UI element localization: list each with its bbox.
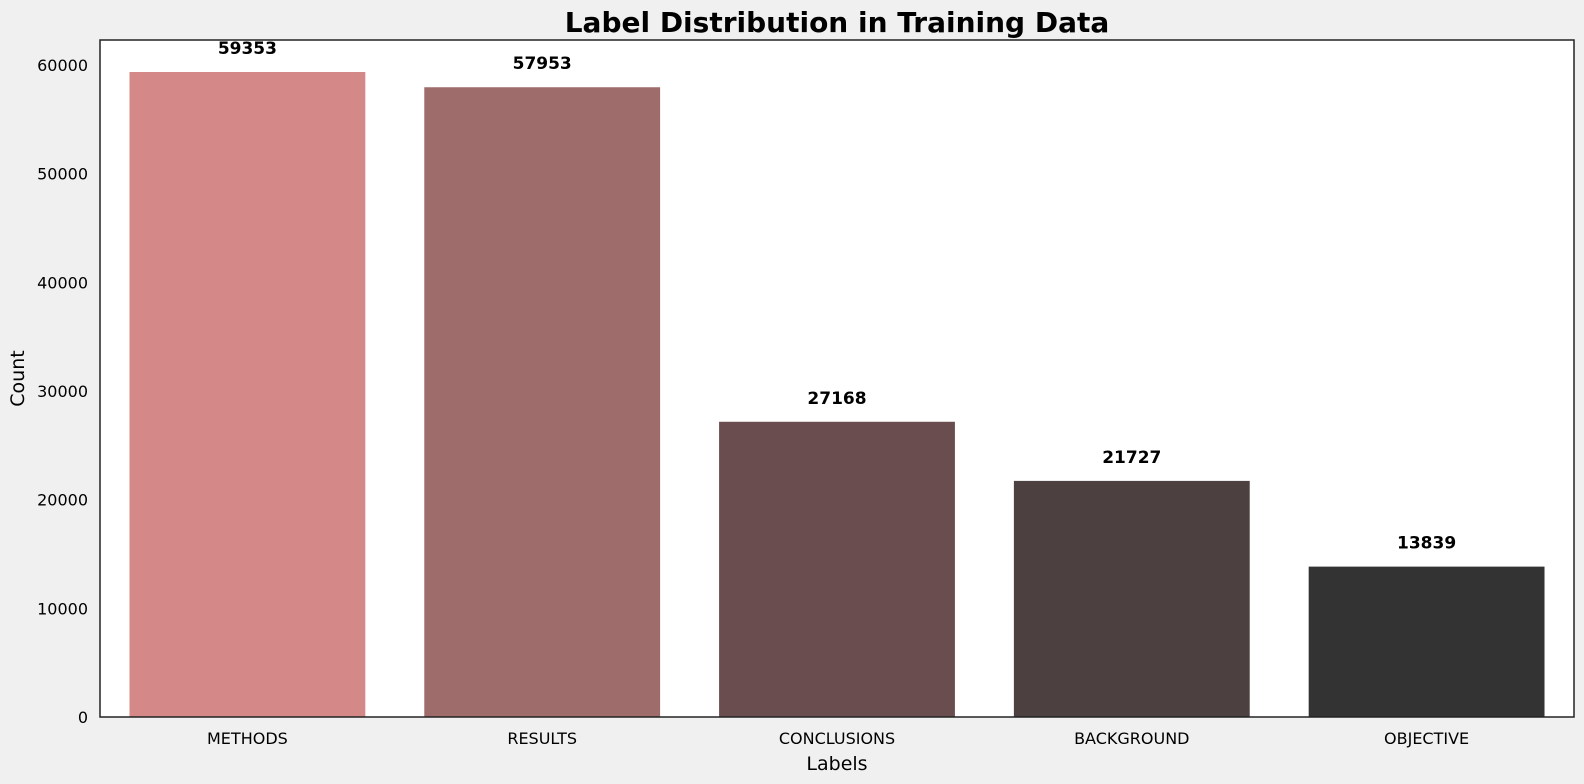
x-axis-ticks: METHODS RESULTS CONCLUSIONS BACKGROUND OBJEC… [207,729,1469,748]
plot-frame [99,39,1575,718]
bar-objective [1308,566,1545,717]
bar-conclusions [719,421,955,717]
data-label-conclusions: 27168 [807,389,866,409]
y-tick-label: 0 [78,708,88,727]
bars-group [129,72,1545,718]
y-tick-label: 30000 [37,382,88,401]
bar-methods [129,72,366,717]
y-tick-label: 20000 [37,491,88,510]
data-label-methods: 59353 [218,39,277,59]
y-tick-label: 60000 [37,56,88,75]
bar-results [424,87,661,718]
chart-title: Label Distribution in Training Data [565,6,1110,39]
data-label-background: 21727 [1102,448,1161,468]
x-tick-label: BACKGROUND [1074,729,1189,748]
x-tick-label: CONCLUSIONS [779,729,895,748]
x-tick-label: METHODS [207,729,288,748]
x-tick-label: OBJECTIVE [1384,729,1469,748]
y-tick-label: 10000 [37,599,88,618]
data-label-results: 57953 [513,54,572,74]
y-tick-label: 40000 [37,273,88,292]
x-axis-label: Labels [806,753,867,775]
data-label-objective: 13839 [1397,534,1456,554]
y-axis-ticks: 0 10000 20000 30000 40000 50000 60000 [37,56,88,727]
bar-background [1013,480,1250,717]
data-labels-group: 59353 57953 27168 21727 13839 [218,39,1456,554]
x-tick-label: RESULTS [507,729,577,748]
y-axis-label: Count [7,350,29,406]
y-tick-label: 50000 [37,165,88,184]
